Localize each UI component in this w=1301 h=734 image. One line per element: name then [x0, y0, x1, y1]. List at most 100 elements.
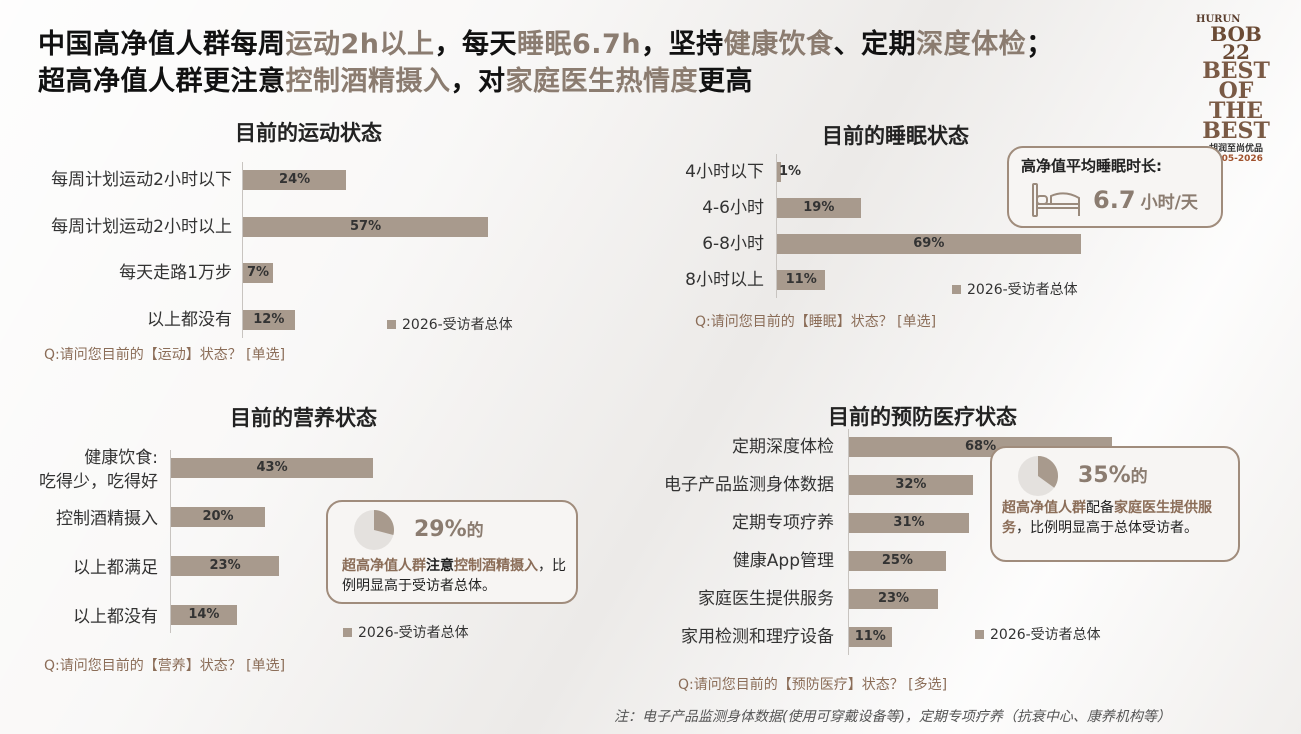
medical-pct-suffix: 的 — [1130, 467, 1148, 487]
nutrition-pct-value: 29% — [414, 517, 467, 542]
bar — [777, 234, 1081, 254]
bar-value-label: 20% — [202, 509, 234, 524]
chart-title: 目前的营养状态 — [230, 406, 377, 430]
logo-bob-text: BOB 22 — [1210, 22, 1262, 64]
bar — [777, 270, 826, 290]
title-line-2: 超高净值人群更注意控制酒精摄入，对家庭医生热情度更高 — [38, 63, 1178, 100]
category-label: 以上都没有 — [73, 607, 158, 627]
question-note: Q:请问您目前的【运动】状态？ [单选] — [44, 347, 286, 363]
chart-axis — [242, 162, 243, 338]
bar-value-label: 32% — [895, 477, 927, 492]
category-label: 以上都满足 — [73, 558, 158, 578]
nutrition-pct: 29%的 — [414, 516, 484, 542]
bar — [777, 198, 861, 218]
bar-value-label: 11% — [854, 629, 886, 644]
bar-value-label: 11% — [785, 272, 817, 287]
chart-axis — [776, 154, 777, 298]
legend: 2026-受访者总体 — [387, 314, 513, 334]
bar-value-label: 69% — [913, 236, 945, 251]
bar — [849, 551, 946, 571]
bar-value-label: 1% — [778, 164, 802, 179]
category-label: 每周计划运动2小时以上 — [51, 216, 232, 237]
title-text: ，坚持 — [641, 29, 724, 60]
hurun-bob-logo: HURUN BOB 22 BEST OF THE BEST 胡润至尚优品 200… — [1196, 14, 1276, 164]
bar-value-label: 23% — [209, 558, 241, 573]
legend: 2026-受访者总体 — [952, 279, 1078, 299]
legend-label: 2026-受访者总体 — [402, 317, 513, 333]
chart-title: 目前的预防医疗状态 — [828, 405, 1017, 429]
legend-label: 2026-受访者总体 — [358, 625, 469, 641]
category-label: 健康饮食: 吃得少，吃得好 — [39, 448, 158, 492]
sleep-value: 6.7 — [1093, 186, 1136, 214]
bar — [171, 556, 280, 576]
title-text: 更高 — [698, 66, 753, 97]
title-highlight: 家庭医生热情度 — [505, 66, 698, 97]
bar — [777, 162, 782, 182]
category-label: 每天走路1万步 — [119, 263, 232, 283]
legend: 2026-受访者总体 — [975, 624, 1101, 644]
category-label: 控制酒精摄入 — [56, 509, 158, 529]
bar — [171, 605, 237, 625]
category-label: 家庭医生提供服务 — [698, 589, 834, 609]
logo-hurun-text: HURUN — [1196, 14, 1241, 25]
nutrition-callout-text: 超高净值人群注意控制酒精摄入，比例明显高于受访者总体。 — [342, 556, 568, 596]
category-label: 4-6小时 — [702, 198, 764, 218]
medical-pct-value: 35% — [1078, 463, 1131, 488]
category-label: 定期深度体检 — [732, 437, 834, 457]
category-label: 家用检测和理疗设备 — [681, 627, 834, 647]
bar-value-label: 24% — [279, 172, 311, 187]
bar-value-label: 68% — [965, 439, 997, 454]
question-note: Q:请问您目前的【预防医疗】状态？ [多选] — [678, 677, 948, 693]
title-line-1: 中国高净值人群每周运动2h以上，每天睡眠6.7h，坚持健康饮食、定期深度体检； — [38, 26, 1178, 63]
legend-swatch — [952, 285, 961, 294]
page-title: 中国高净值人群每周运动2h以上，每天睡眠6.7h，坚持健康饮食、定期深度体检； … — [38, 26, 1178, 100]
callout-text-segment: 家庭医生提供服务 — [1002, 500, 1212, 536]
category-label: 以上都没有 — [147, 309, 232, 330]
bar-value-label: 31% — [893, 515, 925, 530]
footnote: 注：电子产品监测身体数据(使用可穿戴设备等)，定期专项疗养（抗衰中心、康养机构等… — [614, 709, 1171, 725]
nutrition-pie-icon — [354, 510, 394, 550]
bar-value-label: 14% — [188, 607, 220, 622]
pie-slice — [1038, 456, 1058, 488]
callout-text-segment: 注意 — [426, 558, 454, 574]
title-text: ； — [1026, 29, 1054, 60]
bar-value-label: 23% — [877, 591, 910, 606]
callout-text-segment: ，比例明显高于受访者总体。 — [342, 558, 566, 594]
bar — [171, 507, 265, 527]
bar — [243, 170, 347, 190]
title-text: ，对 — [450, 66, 506, 97]
chart-title: 目前的运动状态 — [235, 121, 382, 145]
title-text: ，每天 — [434, 29, 518, 60]
medical-callout-text: 超高净值人群配备家庭医生提供服务，比例明显高于总体受访者。 — [1002, 498, 1234, 538]
nutrition-callout: 29%的 超高净值人群注意控制酒精摄入，比例明显高于受访者总体。 — [326, 500, 578, 604]
category-label: 4小时以下 — [685, 162, 764, 182]
title-highlight: 控制酒精摄入 — [285, 66, 451, 97]
title-text: 、定期 — [833, 29, 917, 60]
title-highlight: 深度体检 — [916, 29, 1027, 60]
bar — [243, 263, 274, 283]
callout-text-segment: 配备 — [1086, 500, 1114, 516]
title-highlight: 健康饮食 — [723, 29, 834, 60]
bar — [849, 627, 892, 647]
sleep-unit: 小时/天 — [1140, 193, 1198, 213]
category-label: 每周计划运动2小时以下 — [51, 170, 232, 190]
pie-slice — [374, 510, 394, 535]
callout-text-segment: ，比例明显高于总体受访者。 — [1016, 520, 1198, 536]
bar-value-label: 19% — [803, 200, 835, 215]
sleep-callout: 高净值平均睡眠时长: 6.7 小时/天 — [1007, 146, 1223, 228]
medical-pie-icon — [1018, 456, 1058, 496]
legend-swatch — [975, 630, 984, 639]
bar-value-label: 12% — [253, 311, 285, 327]
bed-icon — [1032, 183, 1080, 217]
medical-pct: 35%的 — [1078, 462, 1148, 488]
bar — [243, 216, 489, 237]
bar — [849, 589, 938, 609]
logo-best-text: BEST OF THE BEST — [1202, 58, 1270, 144]
category-label: 6-8小时 — [702, 234, 764, 254]
legend: 2026-受访者总体 — [343, 622, 469, 642]
bar-value-label: 43% — [256, 460, 288, 475]
bar — [243, 309, 295, 330]
category-label: 定期专项疗养 — [732, 513, 834, 533]
callout-text-segment: 超高净值人群 — [1002, 500, 1086, 516]
legend-label: 2026-受访者总体 — [990, 627, 1101, 643]
